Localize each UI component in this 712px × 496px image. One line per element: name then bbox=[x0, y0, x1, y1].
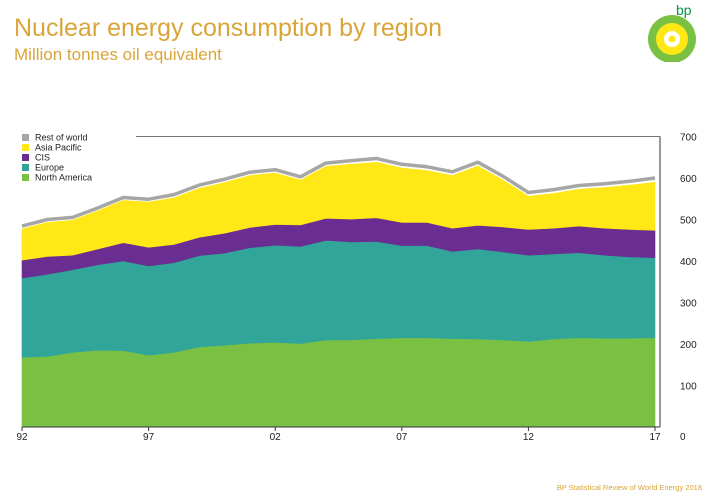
series-rest-of-world-line bbox=[21, 156, 656, 228]
legend-label-north-america: North America bbox=[35, 173, 92, 183]
y-tick-label-600: 600 bbox=[680, 174, 697, 185]
area-series-group bbox=[21, 156, 656, 428]
legend-label-cis: CIS bbox=[35, 153, 50, 163]
axes-group: 92 97 02 07 12 17 0 100 200 300 400 500 600 700 bbox=[16, 133, 697, 444]
x-tick-label-97: 97 bbox=[143, 432, 155, 443]
legend-swatch-asia-pacific bbox=[22, 144, 29, 151]
legend-label-europe: Europe bbox=[35, 163, 64, 173]
y-tick-label-0: 0 bbox=[680, 432, 686, 443]
legend-swatch-north-america bbox=[22, 174, 29, 181]
y-tick-label-100: 100 bbox=[680, 382, 697, 393]
chart-subtitle: Million tonnes oil equivalent bbox=[14, 45, 222, 64]
y-tick-label-700: 700 bbox=[680, 133, 697, 144]
chart-title: Nuclear energy consumption by region bbox=[14, 14, 443, 42]
series-asia-pacific-area bbox=[21, 161, 656, 261]
y-tick-label-500: 500 bbox=[680, 216, 697, 227]
y-tick-label-300: 300 bbox=[680, 299, 697, 310]
legend-label-asia-pacific: Asia Pacific bbox=[35, 143, 82, 153]
nuclear-area-chart: 92 97 02 07 12 17 0 100 200 300 400 500 600 700 Rest … bbox=[16, 133, 697, 444]
x-tick-label-12: 12 bbox=[523, 432, 535, 443]
x-tick-label-07: 07 bbox=[396, 432, 408, 443]
y-tick-label-400: 400 bbox=[680, 257, 697, 268]
helios-icon bbox=[648, 15, 696, 62]
legend-label-rest-of-world: Rest of world bbox=[35, 133, 88, 143]
x-tick-label-92: 92 bbox=[16, 432, 28, 443]
legend-swatch-rest-of-world bbox=[22, 134, 29, 141]
series-north-america-area bbox=[21, 337, 656, 428]
x-tick-label-02: 02 bbox=[270, 432, 282, 443]
x-tick-label-17: 17 bbox=[649, 432, 661, 443]
legend-swatch-europe bbox=[22, 164, 29, 171]
source-note: BP Statistical Review of World Energy 20… bbox=[556, 483, 702, 492]
bp-logo-text: bp bbox=[676, 2, 692, 18]
bp-logo: bp bbox=[648, 2, 696, 62]
legend-swatch-cis bbox=[22, 154, 29, 161]
y-tick-label-200: 200 bbox=[680, 340, 697, 351]
